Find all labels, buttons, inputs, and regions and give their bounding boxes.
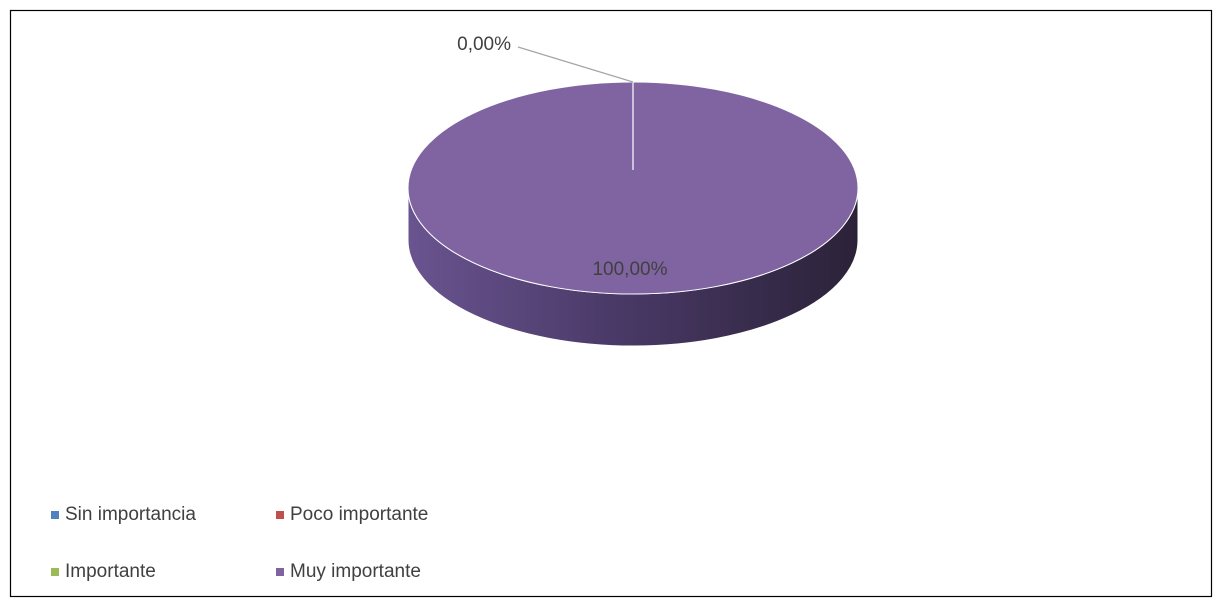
legend-label: Poco importante xyxy=(290,504,428,525)
legend-swatch xyxy=(51,511,59,519)
pie-slice xyxy=(407,81,859,295)
legend-label: Muy importante xyxy=(290,561,421,582)
legend-swatch xyxy=(51,568,59,576)
legend: Sin importancia Poco importante Importante… xyxy=(51,504,428,582)
data-label: 0,00% xyxy=(457,34,511,55)
data-label: 100,00% xyxy=(592,259,667,280)
pie: 0,00% 100,00% xyxy=(407,34,859,347)
leader-line xyxy=(517,46,634,83)
legend-swatch xyxy=(276,511,284,519)
legend-label: Importante xyxy=(65,561,156,582)
legend-label: Sin importancia xyxy=(65,504,196,525)
legend-swatch xyxy=(276,568,284,576)
